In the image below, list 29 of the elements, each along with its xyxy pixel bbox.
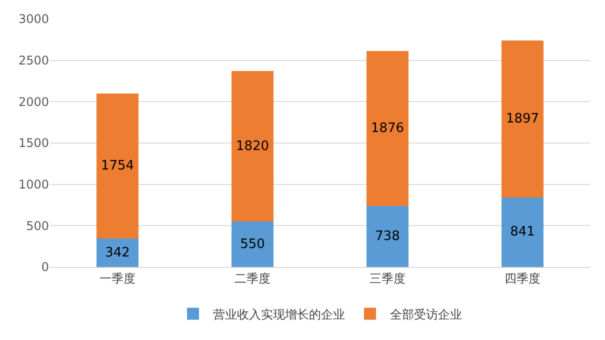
y-tick-label: 3000	[18, 12, 49, 26]
bar	[232, 222, 274, 267]
y-tick-label: 500	[26, 218, 49, 233]
bar	[366, 50, 408, 206]
y-tick-label: 1500	[18, 136, 49, 150]
x-tick-label: 二季度	[234, 271, 270, 286]
data-label: 1876	[370, 120, 404, 136]
bar	[366, 206, 408, 267]
data-label: 1820	[236, 138, 270, 154]
y-tick-label: 0	[41, 260, 49, 274]
x-tick-label: 三季度	[370, 271, 406, 286]
data-label: 738	[375, 228, 400, 244]
y-tick-label: 2500	[18, 54, 49, 68]
y-tick-label: 2000	[18, 94, 49, 109]
bar	[502, 197, 544, 267]
data-label: 342	[105, 245, 130, 260]
bar	[502, 40, 544, 198]
data-label: 841	[510, 224, 535, 240]
legend-label: 全部受访企业	[390, 307, 462, 322]
data-label: 550	[240, 236, 265, 252]
bar	[232, 71, 274, 222]
y-tick-label: 1000	[18, 178, 49, 192]
data-label: 1897	[506, 112, 540, 127]
data-label: 1754	[100, 158, 134, 174]
legend-label: 营业收入实现增长的企业	[213, 307, 345, 322]
x-tick-label: 一季度	[100, 271, 136, 286]
bar	[96, 94, 138, 239]
bar	[96, 238, 138, 267]
x-tick-label: 四季度	[504, 271, 540, 286]
